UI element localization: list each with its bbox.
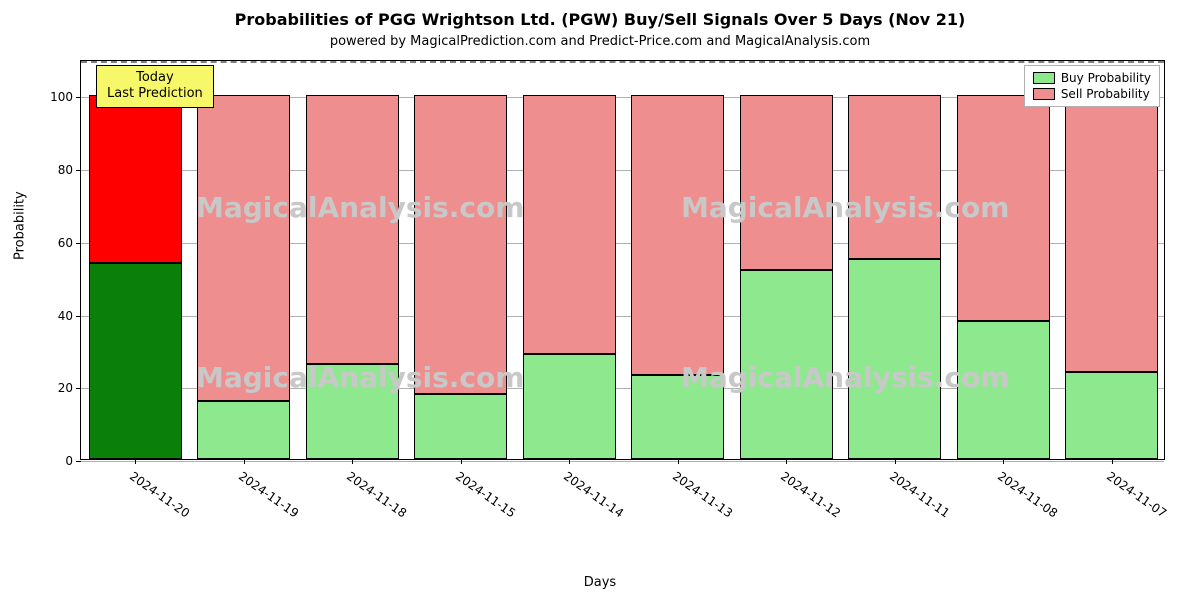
buy-bar xyxy=(740,270,833,459)
xtick-label: 2024-11-11 xyxy=(887,469,952,520)
ytick-label: 0 xyxy=(65,454,73,468)
xtick-mark xyxy=(461,459,462,464)
ytick-label: 20 xyxy=(58,381,73,395)
ytick-mark xyxy=(76,461,81,462)
ytick-mark xyxy=(76,388,81,389)
buy-bar xyxy=(1065,372,1158,459)
buy-bar xyxy=(414,394,507,459)
xtick-label: 2024-11-20 xyxy=(127,469,192,520)
bar-group: 2024-11-13 xyxy=(631,61,724,459)
legend-item: Buy Probability xyxy=(1033,70,1151,86)
legend: Buy Probability Sell Probability xyxy=(1024,65,1160,107)
xtick-label: 2024-11-19 xyxy=(236,469,301,520)
chart-subtitle: powered by MagicalPrediction.com and Pre… xyxy=(0,34,1200,49)
x-axis-label: Days xyxy=(0,575,1200,590)
xtick-mark xyxy=(1003,459,1004,464)
chart-title: Probabilities of PGG Wrightson Ltd. (PGW… xyxy=(0,10,1200,29)
y-axis-label: Probability xyxy=(13,191,28,260)
ytick-mark xyxy=(76,316,81,317)
bar-group: 2024-11-18 xyxy=(306,61,399,459)
sell-bar xyxy=(740,95,833,270)
sell-bar xyxy=(306,95,399,364)
ytick-label: 100 xyxy=(50,90,73,104)
xtick-mark xyxy=(895,459,896,464)
sell-bar xyxy=(89,95,182,262)
legend-swatch xyxy=(1033,88,1055,100)
xtick-mark xyxy=(678,459,679,464)
xtick-mark xyxy=(786,459,787,464)
sell-bar xyxy=(1065,95,1158,371)
bar-group: 2024-11-11 xyxy=(848,61,941,459)
xtick-label: 2024-11-08 xyxy=(995,469,1060,520)
legend-item: Sell Probability xyxy=(1033,86,1151,102)
bar-group: 2024-11-15 xyxy=(414,61,507,459)
bar-group: 2024-11-14 xyxy=(523,61,616,459)
xtick-label: 2024-11-14 xyxy=(561,469,626,520)
ytick-label: 60 xyxy=(58,236,73,250)
buy-bar xyxy=(89,263,182,459)
today-line2: Last Prediction xyxy=(107,86,203,102)
buy-bar xyxy=(631,375,724,459)
xtick-label: 2024-11-18 xyxy=(344,469,409,520)
xtick-mark xyxy=(1112,459,1113,464)
ytick-mark xyxy=(76,243,81,244)
bar-group: 2024-11-20 xyxy=(89,61,182,459)
ytick-mark xyxy=(76,97,81,98)
sell-bar xyxy=(631,95,724,375)
legend-swatch xyxy=(1033,72,1055,84)
buy-bar xyxy=(306,364,399,459)
bar-group: 2024-11-07 xyxy=(1065,61,1158,459)
xtick-mark xyxy=(244,459,245,464)
today-annotation: Today Last Prediction xyxy=(96,65,214,108)
bar-group: 2024-11-19 xyxy=(197,61,290,459)
buy-bar xyxy=(523,354,616,459)
bar-group: 2024-11-12 xyxy=(740,61,833,459)
today-line1: Today xyxy=(107,70,203,86)
xtick-mark xyxy=(569,459,570,464)
chart-container: Probabilities of PGG Wrightson Ltd. (PGW… xyxy=(0,0,1200,600)
xtick-label: 2024-11-12 xyxy=(778,469,843,520)
xtick-label: 2024-11-15 xyxy=(453,469,518,520)
xtick-label: 2024-11-07 xyxy=(1104,469,1169,520)
buy-bar xyxy=(197,401,290,459)
plot-area: Buy Probability Sell Probability Today La… xyxy=(80,60,1165,460)
sell-bar xyxy=(197,95,290,400)
xtick-mark xyxy=(352,459,353,464)
buy-bar xyxy=(848,259,941,459)
sell-bar xyxy=(848,95,941,259)
legend-label: Buy Probability xyxy=(1061,71,1151,85)
buy-bar xyxy=(957,321,1050,459)
xtick-mark xyxy=(135,459,136,464)
sell-bar xyxy=(414,95,507,393)
xtick-label: 2024-11-13 xyxy=(670,469,735,520)
ytick-label: 80 xyxy=(58,163,73,177)
ytick-label: 40 xyxy=(58,309,73,323)
bar-group: 2024-11-08 xyxy=(957,61,1050,459)
sell-bar xyxy=(523,95,616,353)
sell-bar xyxy=(957,95,1050,320)
ytick-mark xyxy=(76,170,81,171)
legend-label: Sell Probability xyxy=(1061,87,1150,101)
